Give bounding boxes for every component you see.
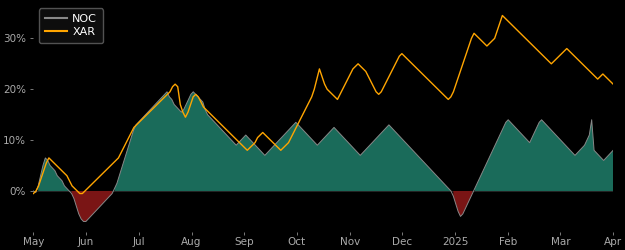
Legend: NOC, XAR: NOC, XAR xyxy=(39,8,102,43)
